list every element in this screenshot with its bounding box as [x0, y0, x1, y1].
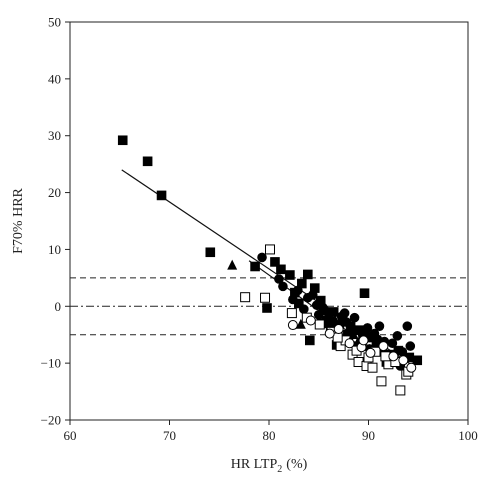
- data-point-filled-circle: [397, 346, 408, 357]
- data-points: [117, 135, 423, 396]
- data-point-filled-square: [303, 269, 313, 280]
- y-tick-label: −20: [41, 413, 61, 428]
- data-point-filled-triangle: [329, 313, 340, 324]
- data-point-filled-square: [250, 261, 260, 272]
- x-axis-label: HR LTP2 (%): [231, 457, 308, 475]
- data-point-filled-circle: [392, 331, 403, 341]
- data-point-open-circle: [324, 328, 335, 339]
- data-point-filled-square: [117, 135, 128, 146]
- data-point-filled-circle: [374, 321, 385, 331]
- y-tick-label: 10: [48, 242, 61, 257]
- data-point-filled-square: [205, 247, 216, 258]
- data-point-open-circle: [344, 338, 355, 349]
- x-axis-label-subscript: 2: [277, 464, 282, 475]
- data-point-filled-square: [285, 270, 295, 280]
- data-point-filled-circle: [405, 341, 416, 351]
- x-tick-label: 70: [163, 428, 176, 443]
- data-point-filled-circle: [288, 294, 298, 305]
- data-point-open-circle: [406, 362, 417, 373]
- data-point-open-square: [240, 292, 251, 303]
- data-point-filled-square: [276, 264, 286, 275]
- data-point-filled-circle: [303, 292, 313, 303]
- y-axis-label: F70% HRR: [11, 187, 26, 253]
- data-point-filled-square: [359, 288, 370, 299]
- data-point-filled-circle: [299, 304, 309, 314]
- data-point-filled-circle: [349, 312, 360, 323]
- x-tick-label: 100: [458, 428, 478, 443]
- data-point-open-circle: [305, 315, 316, 326]
- data-point-open-square: [395, 385, 406, 396]
- data-point-filled-circle: [402, 321, 413, 331]
- x-tick-label: 90: [362, 428, 375, 443]
- y-tick-label: 0: [55, 299, 62, 314]
- data-point-filled-square: [270, 257, 280, 267]
- data-point-filled-circle: [257, 252, 267, 263]
- y-tick-label: 50: [48, 15, 61, 30]
- data-point-filled-circle: [341, 317, 352, 328]
- data-point-filled-triangle: [348, 329, 359, 340]
- data-point-open-square: [376, 376, 387, 387]
- data-point-filled-square: [156, 190, 167, 201]
- data-point-open-square: [314, 319, 325, 330]
- data-point-filled-circle: [372, 334, 383, 345]
- x-axis-ticks: 60 70 80 90 100: [64, 420, 478, 443]
- y-axis-ticks: −20 −10 0 10 20 30 40 50: [41, 15, 70, 428]
- y-tick-label: 40: [48, 71, 61, 86]
- regression-lines: [121, 169, 414, 376]
- data-point-open-square: [264, 244, 275, 255]
- data-point-open-square: [367, 362, 378, 373]
- data-point-open-square: [260, 292, 271, 303]
- data-point-open-circle: [358, 335, 369, 346]
- data-point-filled-triangle: [295, 318, 306, 329]
- x-tick-label: 60: [64, 428, 77, 443]
- data-point-open-circle: [287, 320, 298, 331]
- data-point-filled-square: [412, 355, 423, 366]
- data-point-filled-circle: [387, 338, 398, 349]
- data-point-filled-triangle: [227, 259, 238, 270]
- data-point-filled-circle: [278, 281, 288, 292]
- y-tick-label: 20: [48, 185, 61, 200]
- data-point-open-circle: [333, 324, 344, 335]
- data-point-open-square: [286, 308, 297, 319]
- data-point-open-circle: [388, 351, 399, 362]
- y-tick-label: 30: [48, 128, 61, 143]
- y-tick-label: −10: [41, 356, 61, 371]
- data-point-open-circle: [365, 347, 376, 358]
- data-point-filled-circle: [274, 274, 284, 284]
- data-point-filled-square: [262, 303, 272, 313]
- data-point-filled-circle: [293, 285, 303, 296]
- data-point-open-circle: [378, 341, 389, 352]
- x-axis-label-unit: (%): [286, 457, 307, 472]
- x-tick-label: 80: [263, 428, 276, 443]
- data-point-filled-square: [304, 335, 315, 346]
- data-point-open-circle: [398, 355, 409, 366]
- data-point-filled-circle: [317, 302, 328, 313]
- data-point-filled-square: [142, 156, 153, 167]
- x-axis-label-main: HR LTP: [231, 457, 278, 472]
